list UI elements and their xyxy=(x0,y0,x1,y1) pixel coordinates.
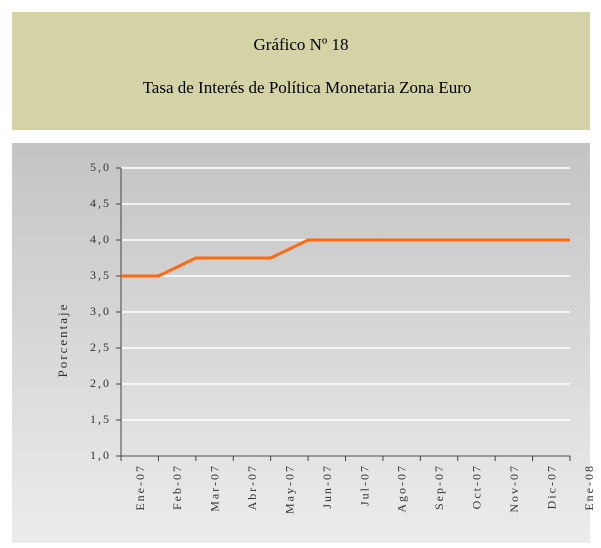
y-tick-label: 2,0 xyxy=(90,376,111,390)
y-tick-label: 3,0 xyxy=(90,304,111,318)
chart-title: Gráfico Nº 18 xyxy=(254,35,349,54)
y-tick-label: 2,5 xyxy=(90,340,111,354)
y-tick-label: 4,0 xyxy=(90,232,111,246)
y-tick-label: 3,5 xyxy=(90,268,111,282)
x-tick-label: Mar-07 xyxy=(208,464,222,512)
y-tick-label: 4,5 xyxy=(90,196,111,210)
x-tick-label: Feb-07 xyxy=(170,464,184,510)
x-tick-label: Oct-07 xyxy=(470,464,484,509)
x-tick-label: Abr-07 xyxy=(245,464,259,510)
y-axis-title: Porcentaje xyxy=(55,303,70,378)
chart-area xyxy=(12,143,590,543)
header-box xyxy=(12,12,590,130)
x-tick-label: Sep-07 xyxy=(432,464,446,510)
x-tick-label: Ago-07 xyxy=(395,464,409,513)
x-tick-label: Ene-07 xyxy=(133,464,147,511)
y-tick-label: 1,0 xyxy=(90,448,111,462)
x-tick-label: Jul-07 xyxy=(357,464,371,506)
x-tick-label: Dic-07 xyxy=(544,464,558,509)
y-tick-label: 1,5 xyxy=(90,412,111,426)
chart-subtitle: Tasa de Interés de Política Monetaria Zo… xyxy=(143,78,472,97)
data-line xyxy=(121,238,570,278)
x-tick-label: Jun-07 xyxy=(320,464,334,509)
x-tick-label: May-07 xyxy=(282,464,296,514)
x-tick-label: Ene-08 xyxy=(582,464,596,511)
y-tick-label: 5,0 xyxy=(90,160,111,174)
x-tick-label: Nov-07 xyxy=(507,464,521,513)
